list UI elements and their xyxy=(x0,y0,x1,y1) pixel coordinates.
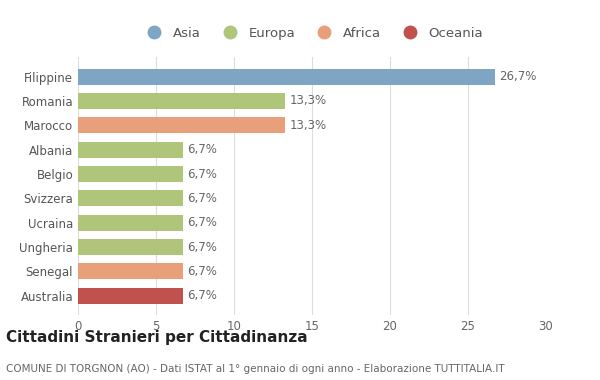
Text: 13,3%: 13,3% xyxy=(290,119,327,132)
Bar xyxy=(78,190,182,206)
Text: 6,7%: 6,7% xyxy=(187,289,217,302)
Bar xyxy=(78,288,182,304)
Bar xyxy=(78,166,182,182)
Text: Cittadini Stranieri per Cittadinanza: Cittadini Stranieri per Cittadinanza xyxy=(6,330,308,345)
Bar xyxy=(78,69,494,85)
Bar xyxy=(78,93,286,109)
Text: 26,7%: 26,7% xyxy=(499,70,536,83)
Text: 6,7%: 6,7% xyxy=(187,143,217,156)
Bar xyxy=(78,215,182,231)
Bar xyxy=(78,117,286,133)
Text: 13,3%: 13,3% xyxy=(290,95,327,108)
Text: 6,7%: 6,7% xyxy=(187,265,217,278)
Text: 6,7%: 6,7% xyxy=(187,241,217,253)
Text: 6,7%: 6,7% xyxy=(187,192,217,205)
Bar xyxy=(78,263,182,279)
Text: 6,7%: 6,7% xyxy=(187,216,217,229)
Text: 6,7%: 6,7% xyxy=(187,168,217,180)
Legend: Asia, Europa, Africa, Oceania: Asia, Europa, Africa, Oceania xyxy=(136,22,488,45)
Text: COMUNE DI TORGNON (AO) - Dati ISTAT al 1° gennaio di ogni anno - Elaborazione TU: COMUNE DI TORGNON (AO) - Dati ISTAT al 1… xyxy=(6,364,505,374)
Bar xyxy=(78,239,182,255)
Bar xyxy=(78,142,182,158)
